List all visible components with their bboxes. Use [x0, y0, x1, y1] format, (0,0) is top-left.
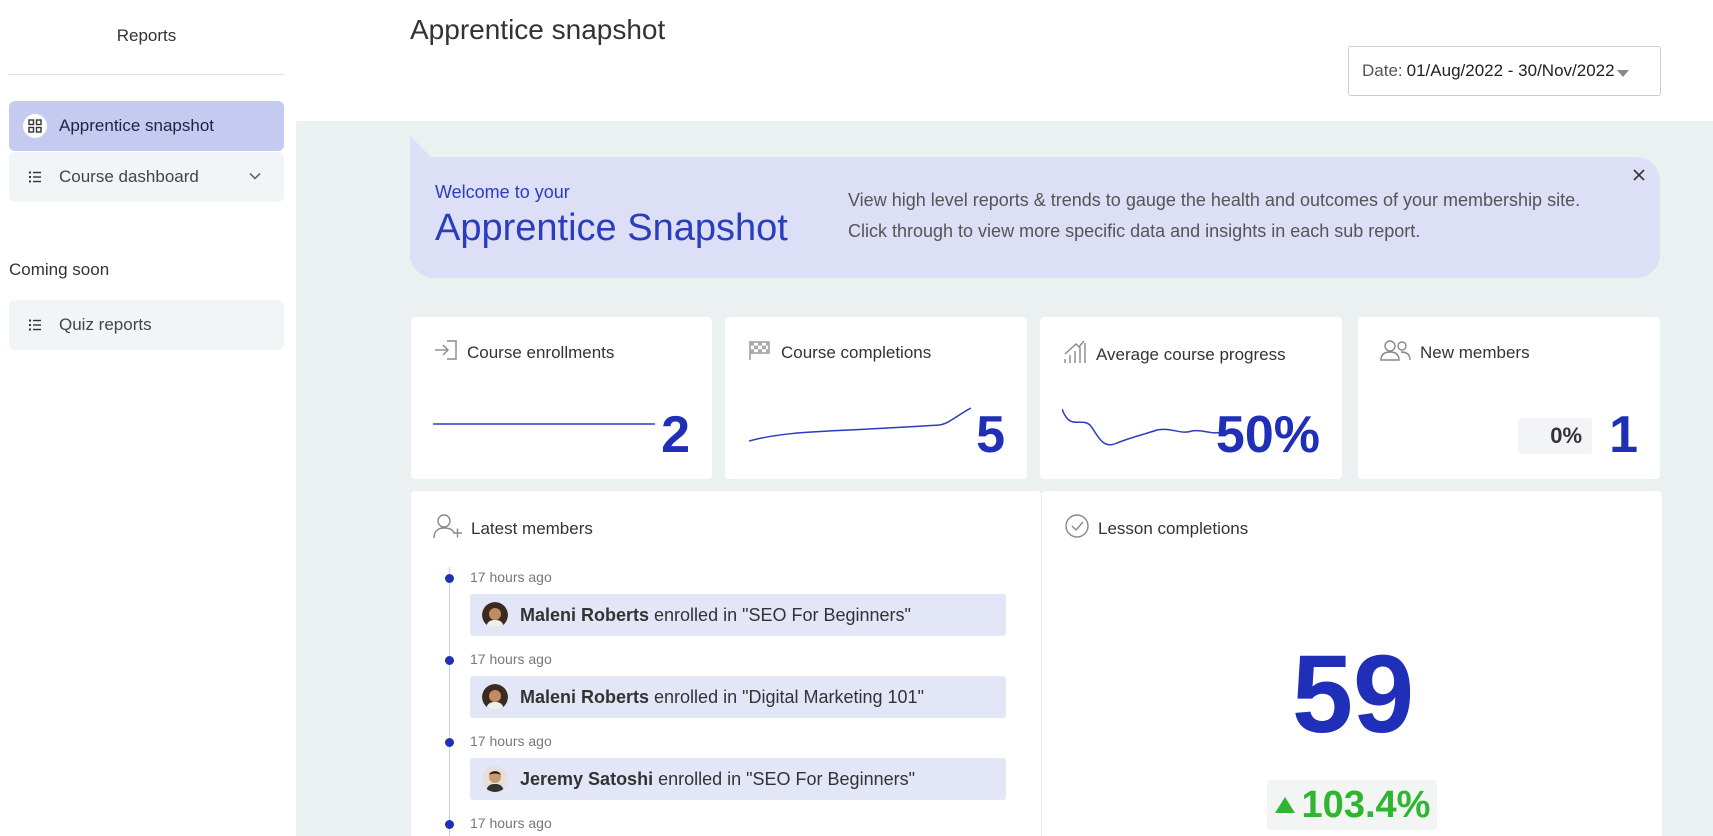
close-icon[interactable]: [1632, 168, 1646, 187]
average-progress-card[interactable]: Average course progress 50%: [1040, 317, 1342, 479]
coming-soon-label: Coming soon: [9, 260, 110, 279]
grid-icon: [23, 114, 47, 138]
sidebar-item-apprentice-snapshot[interactable]: Apprentice snapshot: [9, 101, 284, 151]
card-header: Course completions: [747, 339, 931, 366]
completions-sparkline: [749, 407, 971, 442]
banner-description: View high level reports & trends to gaug…: [848, 185, 1628, 247]
timeline-entry[interactable]: Maleni Roberts enrolled in "Digital Mark…: [470, 676, 1006, 718]
card-header: Average course progress: [1062, 339, 1286, 370]
member-name: Maleni Roberts: [520, 604, 650, 625]
date-range-picker[interactable]: Date: 01/Aug/2022 - 30/Nov/2022: [1348, 46, 1661, 96]
member-name: Jeremy Satoshi: [520, 768, 654, 789]
timeline-entry[interactable]: Maleni Roberts enrolled in "SEO For Begi…: [470, 594, 1006, 636]
avatar: [482, 684, 508, 710]
banner-line-1: View high level reports & trends to gaug…: [848, 190, 1581, 210]
enter-arrow-icon: [433, 339, 467, 366]
lesson-completions-value: 59: [1291, 633, 1415, 756]
enrollments-value: 2: [661, 406, 690, 464]
progress-value: 50%: [1215, 406, 1320, 464]
sidebar-item-course-dashboard[interactable]: Course dashboard: [9, 152, 284, 202]
card-header: Lesson completions: [1064, 513, 1248, 544]
card-title: Lesson completions: [1098, 518, 1249, 538]
timeline-time: 17 hours ago: [470, 815, 552, 831]
card-header: Latest members: [433, 513, 593, 544]
course-completions-card[interactable]: Course completions 5: [725, 317, 1027, 479]
card-title: Course enrollments: [467, 342, 615, 362]
avatar: [482, 602, 508, 628]
enrollments-sparkline: [433, 423, 655, 425]
member-action: enrolled in "SEO For Beginners": [658, 768, 915, 789]
main-content: Welcome to your Apprentice Snapshot View…: [296, 121, 1713, 836]
date-value: 01/Aug/2022 - 30/Nov/2022: [1406, 61, 1615, 80]
checkered-flag-icon: [747, 339, 781, 366]
card-title: Average course progress: [1096, 344, 1286, 364]
banner-subtitle: Welcome to your: [435, 182, 570, 202]
card-header: Course enrollments: [433, 339, 614, 366]
member-action: enrolled in "Digital Marketing 101": [654, 686, 924, 707]
change-value: 103.4%: [1301, 783, 1431, 826]
progress-sparkline: [1062, 408, 1222, 446]
new-members-card[interactable]: New members 0% 1: [1358, 317, 1660, 479]
banner-tab-shape: [410, 136, 432, 158]
check-circle-icon: [1064, 513, 1098, 544]
timeline-time: 17 hours ago: [470, 651, 552, 667]
welcome-banner: Welcome to your Apprentice Snapshot View…: [410, 157, 1660, 278]
banner-title: Apprentice Snapshot: [435, 207, 788, 249]
timeline-time: 17 hours ago: [470, 733, 552, 749]
chevron-down-icon[interactable]: [248, 168, 262, 188]
triangle-up-icon: [1274, 797, 1295, 813]
latest-members-card: Latest members 17 hours ago Maleni Rober…: [411, 491, 1041, 836]
card-header: New members: [1380, 339, 1530, 366]
caret-down-icon: [1616, 63, 1629, 83]
member-action: enrolled in "SEO For Beginners": [654, 604, 911, 625]
completions-value: 5: [976, 406, 1005, 464]
timeline-line: [449, 567, 450, 836]
timeline-dot: [445, 820, 454, 829]
sidebar-item-quiz-reports[interactable]: Quiz reports: [9, 300, 284, 350]
new-members-value: 1: [1609, 406, 1638, 464]
date-label: Date:: [1362, 61, 1403, 80]
list-icon: [23, 313, 47, 337]
timeline-dot: [445, 656, 454, 665]
timeline-dot: [445, 738, 454, 747]
banner-line-2: Click through to view more specific data…: [848, 221, 1421, 241]
card-title: Latest members: [471, 518, 593, 538]
bar-chart-icon: [1062, 339, 1096, 370]
sidebar-title: Reports: [9, 0, 284, 75]
add-user-icon: [433, 513, 471, 544]
course-enrollments-card[interactable]: Course enrollments 2: [411, 317, 712, 479]
timeline-entry[interactable]: Jeremy Satoshi enrolled in "SEO For Begi…: [470, 758, 1006, 800]
page-title: Apprentice snapshot: [410, 14, 666, 45]
avatar: [482, 766, 508, 792]
lesson-completions-change: 103.4%: [1267, 780, 1437, 830]
card-title: Course completions: [781, 342, 932, 362]
sidebar-item-label: Course dashboard: [59, 167, 199, 186]
users-icon: [1380, 339, 1420, 366]
sidebar-item-label: Quiz reports: [59, 315, 152, 334]
timeline-time: 17 hours ago: [470, 569, 552, 585]
new-members-change: 0%: [1518, 418, 1592, 454]
card-title: New members: [1420, 342, 1530, 362]
timeline-dot: [445, 574, 454, 583]
member-name: Maleni Roberts: [520, 686, 650, 707]
sidebar-item-label: Apprentice snapshot: [59, 116, 214, 135]
sidebar: Reports Apprentice snapshot Course dashb…: [0, 0, 296, 836]
lesson-completions-card: Lesson completions 59 103.4%: [1042, 491, 1662, 836]
list-icon: [23, 165, 47, 189]
